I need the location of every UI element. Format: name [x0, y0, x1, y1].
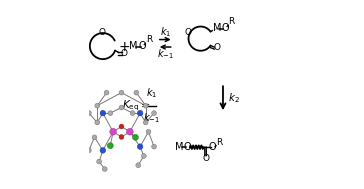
Text: O: O: [120, 49, 127, 58]
Circle shape: [104, 90, 109, 95]
Text: R: R: [228, 17, 234, 26]
Text: $k_1$: $k_1$: [159, 25, 171, 39]
Circle shape: [92, 135, 97, 140]
Circle shape: [95, 103, 100, 108]
Circle shape: [110, 128, 116, 135]
Circle shape: [107, 143, 113, 149]
Circle shape: [143, 103, 148, 108]
Circle shape: [119, 105, 124, 110]
Circle shape: [100, 110, 106, 116]
Circle shape: [95, 120, 100, 125]
Circle shape: [119, 90, 124, 95]
Text: $k_2$: $k_2$: [228, 91, 240, 105]
Circle shape: [97, 159, 102, 164]
Circle shape: [143, 120, 148, 125]
Circle shape: [127, 128, 133, 135]
Text: $k_{-1}$: $k_{-1}$: [157, 48, 174, 61]
Circle shape: [130, 111, 135, 115]
Text: O: O: [209, 142, 217, 152]
Circle shape: [119, 124, 124, 129]
Text: O: O: [203, 154, 210, 163]
Text: R: R: [216, 138, 222, 147]
Circle shape: [100, 148, 106, 153]
Circle shape: [119, 135, 124, 139]
Text: O: O: [221, 23, 229, 33]
Text: M: M: [213, 23, 221, 33]
Circle shape: [132, 134, 138, 140]
Text: O: O: [184, 142, 191, 152]
Text: M: M: [129, 41, 138, 51]
Circle shape: [137, 144, 143, 149]
Text: R: R: [146, 35, 152, 44]
Text: O: O: [213, 43, 220, 53]
Circle shape: [136, 163, 141, 168]
Circle shape: [141, 153, 146, 158]
Circle shape: [152, 111, 157, 115]
Circle shape: [137, 110, 143, 116]
Circle shape: [87, 111, 91, 115]
Text: +: +: [118, 40, 130, 54]
Text: O: O: [185, 28, 192, 37]
Text: =: =: [141, 101, 150, 111]
Text: $K_{\rm eq}$: $K_{\rm eq}$: [122, 98, 139, 113]
Circle shape: [134, 90, 139, 95]
Circle shape: [146, 129, 151, 134]
Circle shape: [87, 148, 91, 153]
Circle shape: [152, 144, 157, 149]
Text: O: O: [139, 41, 146, 51]
Circle shape: [108, 111, 113, 115]
Text: $k_{-1}$: $k_{-1}$: [143, 111, 160, 125]
Circle shape: [102, 167, 107, 171]
Text: O: O: [98, 28, 106, 37]
Text: $k_1$: $k_1$: [146, 87, 157, 101]
Text: M: M: [175, 142, 183, 152]
